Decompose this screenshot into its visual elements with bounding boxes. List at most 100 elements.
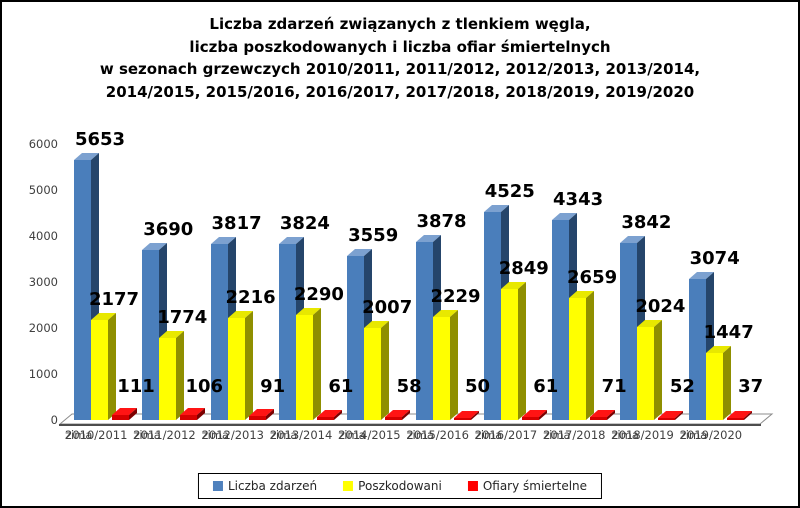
y-axis-tick-label: 6000 <box>28 137 58 151</box>
data-label: 3690 <box>143 219 194 240</box>
bar-side-face <box>312 307 321 420</box>
legend-item-zdarzenia: Liczba zdarzeń <box>212 479 318 493</box>
bar-side-face <box>176 330 185 420</box>
chart-title: Liczba zdarzeń związanych z tlenkiem węg… <box>2 13 798 103</box>
bar-side-face <box>244 310 253 420</box>
legend-label-ofiary: Ofiary śmiertelne <box>482 479 588 493</box>
data-label: 111 <box>117 376 155 397</box>
bar-front-1-1 <box>159 338 177 420</box>
bar-front-2-3 <box>316 417 334 420</box>
data-label: 4343 <box>553 189 604 210</box>
title-line-2: liczba poszkodowanych i liczba ofiar śmi… <box>189 37 611 56</box>
data-label: 3074 <box>689 248 740 269</box>
bar-front-0-0 <box>74 160 91 420</box>
x-category-line2: 2016/2017 <box>474 428 538 442</box>
bar-front-2-0 <box>112 415 129 420</box>
title-line-4: 2014/2015, 2015/2016, 2016/2017, 2017/20… <box>105 82 695 101</box>
data-label: 2659 <box>567 267 618 288</box>
y-axis-tick-label: 5000 <box>28 183 58 197</box>
data-label: 61 <box>328 376 354 397</box>
bar-front-1-8 <box>637 327 655 420</box>
legend-label-zdarzenia: Liczba zdarzeń <box>227 479 318 493</box>
data-label: 3559 <box>348 225 399 246</box>
bar-side-face <box>108 312 116 420</box>
data-label: 2290 <box>293 284 344 305</box>
bar-front-2-9 <box>726 418 744 420</box>
bar-front-1-9 <box>705 353 723 420</box>
title-line-3: w sezonach grzewczych 2010/2011, 2011/20… <box>99 60 701 78</box>
bar-front-2-8 <box>658 418 676 420</box>
x-category-line2: 2012/2013 <box>201 428 265 442</box>
x-category-line1: zima <box>65 428 93 442</box>
data-label: 2024 <box>635 296 686 317</box>
y-axis-tick-label: 3000 <box>28 275 58 289</box>
x-category-line1: zima <box>474 428 503 442</box>
bar-side-face <box>586 290 595 420</box>
x-category-line1: zima <box>406 428 434 442</box>
x-category-line2: 2013/2014 <box>269 428 333 442</box>
x-category-line1: zima <box>679 428 708 442</box>
bar-front-1-4 <box>364 328 382 420</box>
data-label: 50 <box>464 376 491 397</box>
data-label: 71 <box>601 376 627 397</box>
data-label: 5653 <box>74 129 126 150</box>
data-label: 58 <box>396 376 422 397</box>
bar-side-face <box>517 281 526 420</box>
bar-side-face <box>654 319 663 420</box>
data-label: 91 <box>260 376 286 397</box>
data-label: 1447 <box>703 322 754 343</box>
x-category-line1: zima <box>338 428 366 442</box>
bar-front-1-3 <box>295 315 313 420</box>
legend-swatch-yellow-icon <box>343 481 354 491</box>
bar-front-2-4 <box>385 417 403 420</box>
data-label: 2177 <box>88 289 140 310</box>
bar-front-2-6 <box>521 417 539 420</box>
bar-front-0-7 <box>552 220 570 420</box>
bar-front-1-5 <box>432 317 450 420</box>
data-label: 1774 <box>157 307 208 328</box>
data-label: 106 <box>185 376 224 397</box>
y-axis-tick-label: 0 <box>50 413 58 427</box>
x-category-line2: 2018/2019 <box>611 428 674 442</box>
legend-item-ofiary: Ofiary śmiertelne <box>467 479 588 493</box>
bar-front-0-4 <box>347 256 365 420</box>
x-category-line2: 2014/2015 <box>338 428 401 442</box>
x-category-line2: 2019/2020 <box>679 428 743 442</box>
x-category-line1: zima <box>611 428 639 442</box>
y-axis-tick-label: 2000 <box>28 321 58 335</box>
bar-front-0-9 <box>688 279 706 420</box>
data-label: 52 <box>669 376 695 397</box>
data-label: 2216 <box>225 287 276 308</box>
bar-front-0-5 <box>415 242 433 420</box>
data-label: 61 <box>533 376 559 397</box>
y-axis-tick-label: 1000 <box>28 367 58 381</box>
bar-front-2-2 <box>248 416 266 420</box>
data-label: 2007 <box>362 297 413 318</box>
title-line-1: Liczba zdarzeń związanych z tlenkiem węg… <box>209 15 591 33</box>
bar-front-1-6 <box>500 289 518 420</box>
bar-front-1-7 <box>569 298 587 420</box>
data-label: 3824 <box>279 213 330 234</box>
data-label: 4525 <box>484 181 535 202</box>
legend: Liczba zdarzeń Poszkodowani Ofiary śmier… <box>197 473 603 499</box>
x-category-line2: 2010/2011 <box>65 428 128 442</box>
data-label: 37 <box>738 376 764 397</box>
bar-front-0-3 <box>278 244 296 420</box>
legend-swatch-red-icon <box>467 481 478 491</box>
bar-front-1-2 <box>227 318 245 420</box>
x-category-line1: zima <box>269 428 298 442</box>
legend-item-poszkodowani: Poszkodowani <box>343 479 442 493</box>
legend-label-poszkodowani: Poszkodowani <box>358 479 442 493</box>
data-label: 2849 <box>498 258 549 279</box>
bar-front-0-1 <box>142 250 160 420</box>
bar-side-face <box>449 309 458 420</box>
x-category-line2: 2017/2018 <box>543 428 606 442</box>
x-category-line1: zima <box>543 428 571 442</box>
data-label: 3878 <box>416 211 467 232</box>
bar-front-1-0 <box>91 320 108 420</box>
data-label: 2229 <box>430 286 481 307</box>
legend-swatch-blue-icon <box>212 481 223 491</box>
x-category-line1: zima <box>201 428 230 442</box>
bar-front-2-7 <box>590 417 608 420</box>
bar-front-0-8 <box>620 243 638 420</box>
